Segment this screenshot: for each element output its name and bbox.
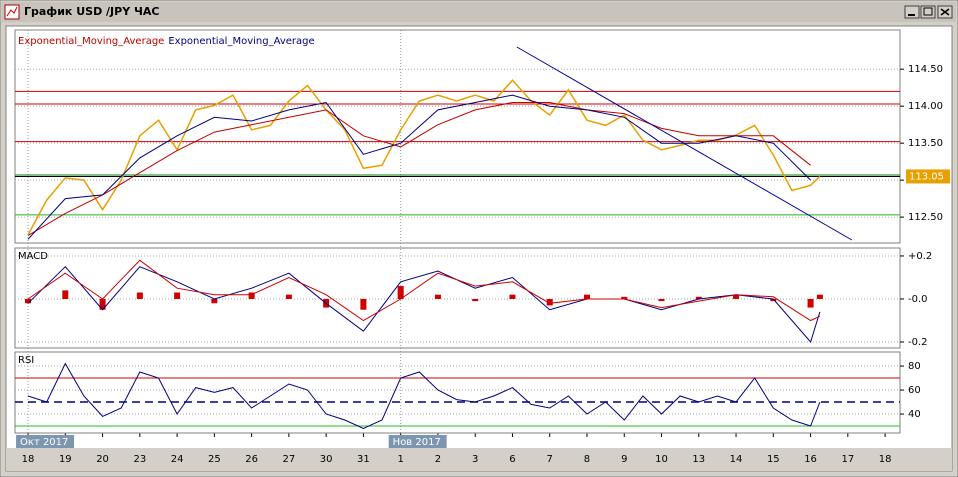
panel-frame <box>14 351 901 434</box>
histogram-bar <box>583 294 590 299</box>
ema-line <box>27 94 811 240</box>
x-tick-label: 23 <box>133 454 146 465</box>
y-tick-label: -0.2 <box>908 337 928 348</box>
histogram-bar <box>546 298 553 306</box>
histogram-bar <box>62 290 69 299</box>
histogram-bar <box>509 294 516 299</box>
period-label-bg <box>388 435 447 448</box>
x-tick-label: 24 <box>171 454 184 465</box>
panel <box>15 46 900 241</box>
minimize-button[interactable] <box>904 5 920 19</box>
histogram-bar <box>472 298 479 302</box>
close-icon <box>940 8 950 16</box>
panel <box>15 362 900 429</box>
histogram-bar <box>807 298 814 308</box>
x-tick-label: 15 <box>767 454 780 465</box>
price-line <box>27 79 821 236</box>
price-tag: 113.05 <box>909 171 944 182</box>
y-tick-label: 40 <box>908 409 921 420</box>
x-tick-label: 18 <box>879 454 892 465</box>
x-tick-label: 1 <box>397 454 403 465</box>
histogram-bar <box>99 298 106 310</box>
histogram-bar <box>360 298 367 310</box>
y-tick-label: 112.50 <box>908 212 943 223</box>
histogram-bar <box>733 294 740 299</box>
legend-entry: Exponential_Moving_Average <box>168 36 314 47</box>
x-tick-label: 2 <box>435 454 441 465</box>
legend-entry: Exponential_Moving_Average <box>18 36 164 47</box>
x-tick-label: 3 <box>472 454 478 465</box>
x-tick-label: 26 <box>245 454 258 465</box>
panel <box>15 255 900 344</box>
x-tick-label: 14 <box>730 454 743 465</box>
x-tick-label: 31 <box>357 454 370 465</box>
panel-frame <box>14 247 901 349</box>
histogram-bar <box>621 296 628 299</box>
x-tick-label: 16 <box>804 454 817 465</box>
price-tag-bg <box>906 169 950 184</box>
panel-title: MACD <box>18 251 48 262</box>
x-tick-label: 19 <box>59 454 72 465</box>
x-tick-label: 17 <box>841 454 854 465</box>
histogram-bar <box>770 298 777 302</box>
histogram-bar <box>397 286 404 299</box>
x-tick-label: 30 <box>320 454 333 465</box>
x-tick-label: 20 <box>96 454 109 465</box>
histogram-bar <box>658 298 665 302</box>
x-tick-label: 10 <box>655 454 668 465</box>
histogram-bar <box>434 294 441 299</box>
histogram-bar <box>136 292 143 299</box>
title-bar <box>2 2 956 22</box>
x-tick-label: 25 <box>208 454 221 465</box>
x-tick-label: 27 <box>283 454 296 465</box>
period-label: Окт 2017 <box>20 437 68 448</box>
histogram-bar <box>285 294 292 299</box>
trend-line <box>516 46 853 241</box>
ema-line <box>27 102 811 237</box>
window-buttons <box>904 5 953 19</box>
period-label: Нов 2017 <box>393 437 441 448</box>
period-label-bg <box>16 435 75 448</box>
window-icon <box>4 4 20 20</box>
panel-frame <box>14 29 901 244</box>
maximize-icon <box>923 7 933 16</box>
panel-title: RSI <box>18 355 34 366</box>
x-tick-label: 18 <box>22 454 35 465</box>
y-tick-label: 60 <box>908 385 921 396</box>
x-tick-label: 13 <box>692 454 705 465</box>
histogram-bar <box>695 296 702 299</box>
y-tick-label: 114.50 <box>908 64 943 75</box>
histogram-bar <box>248 292 255 299</box>
y-tick-label: +0.2 <box>908 251 932 262</box>
macd-line <box>27 259 821 322</box>
x-tick-label: 8 <box>584 454 590 465</box>
y-tick-label: -0.0 <box>908 294 928 305</box>
y-tick-label: 114.00 <box>908 101 943 112</box>
rsi-line <box>27 362 821 429</box>
histogram-bar <box>174 292 181 299</box>
date-axis-bg <box>6 448 952 471</box>
window-title: График USD /JPY ЧАС <box>24 5 159 18</box>
x-tick-label: 7 <box>547 454 553 465</box>
x-tick-label: 6 <box>509 454 515 465</box>
histogram-bar <box>25 298 32 304</box>
x-tick-label: 9 <box>621 454 627 465</box>
y-tick-label: 80 <box>908 361 921 372</box>
macd-line <box>27 265 821 344</box>
y-tick-label: 113.50 <box>908 138 943 149</box>
histogram-bar <box>816 294 823 299</box>
histogram-bar <box>211 298 218 304</box>
window-icon-line <box>6 6 18 17</box>
